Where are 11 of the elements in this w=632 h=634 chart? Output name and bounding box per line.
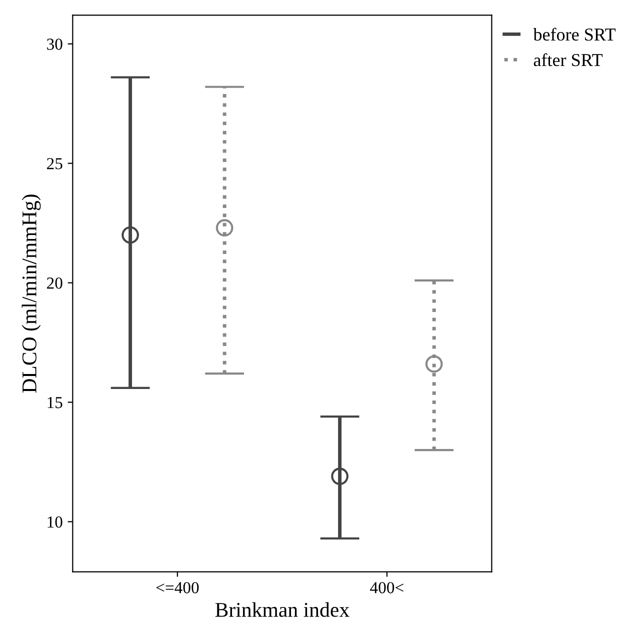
y-tick-label: 25 xyxy=(47,158,62,170)
y-tick-label: 10 xyxy=(48,516,62,528)
y-tick-label: 20 xyxy=(47,277,62,289)
x-axis-title: Brinkman index xyxy=(215,602,350,617)
y-tick-label: 30 xyxy=(47,38,62,50)
y-axis-title: DLCO (ml/min/mmHg) xyxy=(22,194,41,393)
x-tick-label: 400< xyxy=(370,582,404,594)
y-tick-label: 15 xyxy=(48,397,62,408)
x-tick-label: <=400 xyxy=(156,582,199,594)
legend-label: before SRT xyxy=(533,28,616,41)
legend-label: after SRT xyxy=(534,53,603,66)
